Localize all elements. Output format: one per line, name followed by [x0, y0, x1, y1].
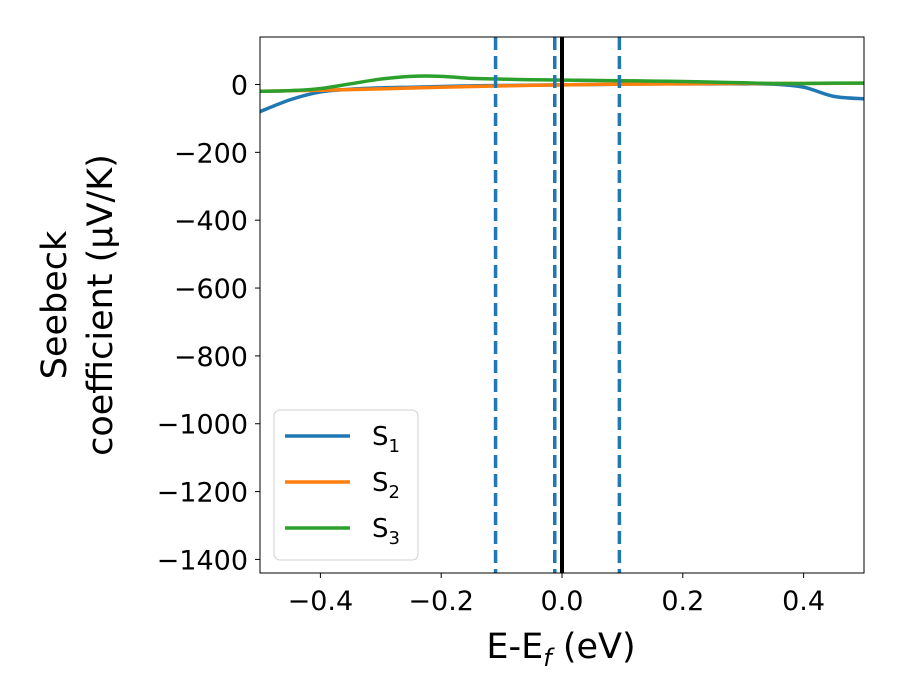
y-tick-label: −200 [174, 138, 248, 169]
y-ticks: 0 −200 −400 −600 −800 −1000 −1200 −1400 [157, 70, 260, 576]
x-axis-title-main: E-E [486, 627, 543, 667]
legend-label-s3: S3 [372, 514, 400, 549]
legend-label-s1: S1 [372, 422, 400, 457]
x-tick-label: 0.4 [782, 586, 825, 617]
y-tick-label: −600 [174, 274, 248, 305]
y-tick-label: −1000 [157, 410, 248, 441]
y-tick-label: −400 [174, 206, 248, 237]
x-tick-label: −0.4 [288, 586, 354, 617]
legend-box [273, 409, 419, 561]
legend-label-s2: S2 [372, 468, 400, 503]
x-axis-title-suffix: (eV) [552, 627, 636, 667]
y-tick-label: −1200 [157, 478, 248, 509]
legend: S1 S2 S3 [273, 409, 419, 561]
x-axis-title: E-Ef (eV) [486, 627, 635, 672]
x-tick-label: 0.0 [541, 586, 584, 617]
vertical-lines-layer [493, 37, 622, 573]
y-axis-title-line1: Seebeck [35, 230, 75, 379]
y-axis-title-line2: coefficient (μV/K) [81, 154, 121, 456]
y-axis-title: Seebeck coefficient (μV/K) [35, 154, 121, 456]
y-tick-label: −1400 [157, 545, 248, 576]
x-tick-label: 0.2 [661, 586, 704, 617]
y-tick-label: 0 [231, 70, 248, 101]
x-tick-label: −0.2 [408, 586, 474, 617]
x-ticks: −0.4 −0.2 0.0 0.2 0.4 [288, 573, 825, 617]
y-tick-label: −800 [174, 342, 248, 373]
